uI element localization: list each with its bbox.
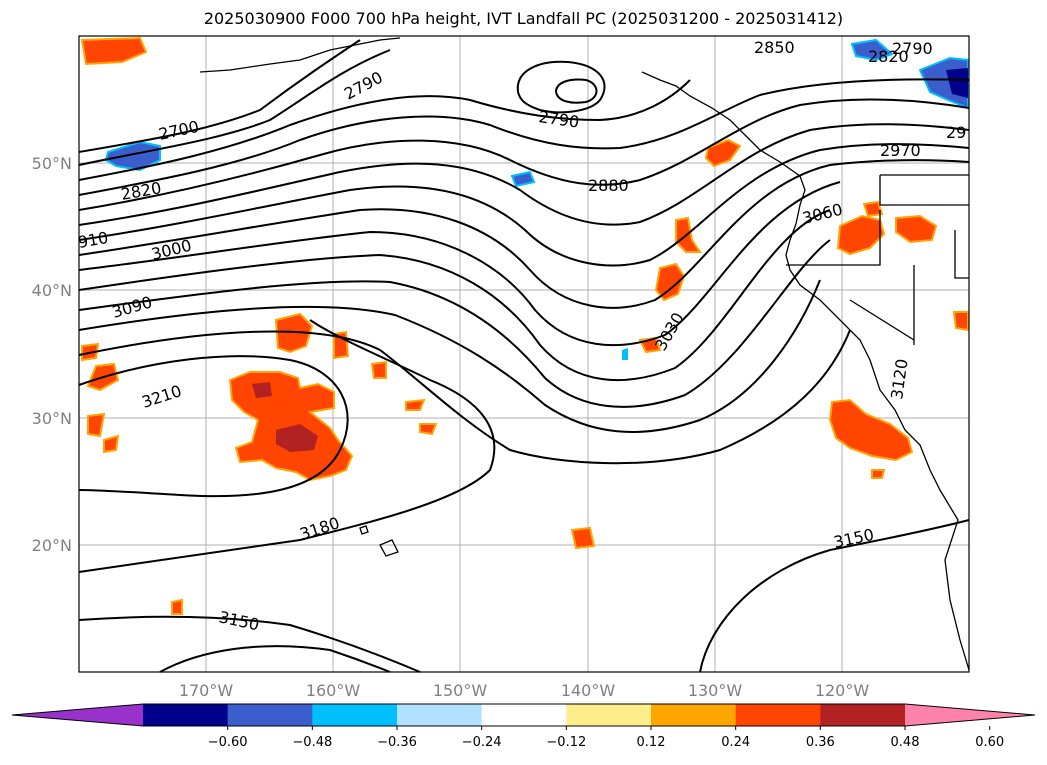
colorbar-extend-max [905, 704, 1035, 726]
lat-tick-labels: 50°N 40°N 30°N 20°N [32, 154, 72, 555]
colorbar-extend-min [12, 704, 143, 726]
colorbar-segment [481, 704, 567, 726]
contour-label: 2790 [892, 39, 933, 58]
colorbar-segment [735, 704, 821, 726]
colorbar-segment [227, 704, 313, 726]
colorbar-tick-label: −0.48 [292, 735, 332, 750]
lon-tick-labels: 170°W 160°W 150°W 140°W 130°W 120°W [179, 681, 870, 700]
lat-tick-label: 20°N [32, 536, 72, 555]
colorbar-segment [820, 704, 906, 726]
lon-tick-label: 140°W [561, 681, 616, 700]
colorbar-segment [651, 704, 737, 726]
contour-label: 29 [946, 123, 966, 142]
colorbar-tick-label: −0.24 [462, 735, 502, 750]
colorbar-tick-label: −0.60 [208, 735, 248, 750]
colorbar-tick-label: 0.24 [721, 735, 750, 750]
height-contours [78, 39, 970, 673]
colorbar-segment [143, 704, 229, 726]
colorbar-tick-label: 0.12 [637, 735, 666, 750]
colorbar-tick-label: −0.36 [377, 735, 417, 750]
colorbar-outline [11, 703, 1036, 727]
colorbar-segment [397, 704, 483, 726]
lon-tick-label: 160°W [306, 681, 361, 700]
colorbar-tick-label: 0.60 [975, 735, 1004, 750]
lat-tick-label: 50°N [32, 154, 72, 173]
lat-tick-label: 30°N [32, 409, 72, 428]
colorbar-tick-label: 0.36 [806, 735, 835, 750]
map-title: 2025030900 F000 700 hPa height, IVT Land… [203, 9, 844, 28]
lat-tick-label: 40°N [32, 281, 72, 300]
gridlines [79, 36, 969, 672]
lon-tick-label: 170°W [179, 681, 234, 700]
contour-label: 2850 [754, 38, 795, 57]
contour-label: 2880 [588, 176, 629, 195]
contour-label: 2970 [880, 141, 921, 160]
lon-tick-label: 130°W [688, 681, 743, 700]
lon-tick-label: 150°W [433, 681, 488, 700]
colorbar-tick-label: 0.48 [891, 735, 920, 750]
colorbar: −0.60 −0.48 −0.36 −0.24 −0.12 0.12 0.24 0.36 0.4… [11, 703, 1036, 750]
colorbar-tick-label: −0.12 [546, 735, 586, 750]
colorbar-segment [312, 704, 398, 726]
map-frame [78, 35, 970, 673]
contour-label: 2820 [868, 47, 909, 66]
colorbar-segment [566, 704, 652, 726]
lon-tick-label: 120°W [815, 681, 870, 700]
